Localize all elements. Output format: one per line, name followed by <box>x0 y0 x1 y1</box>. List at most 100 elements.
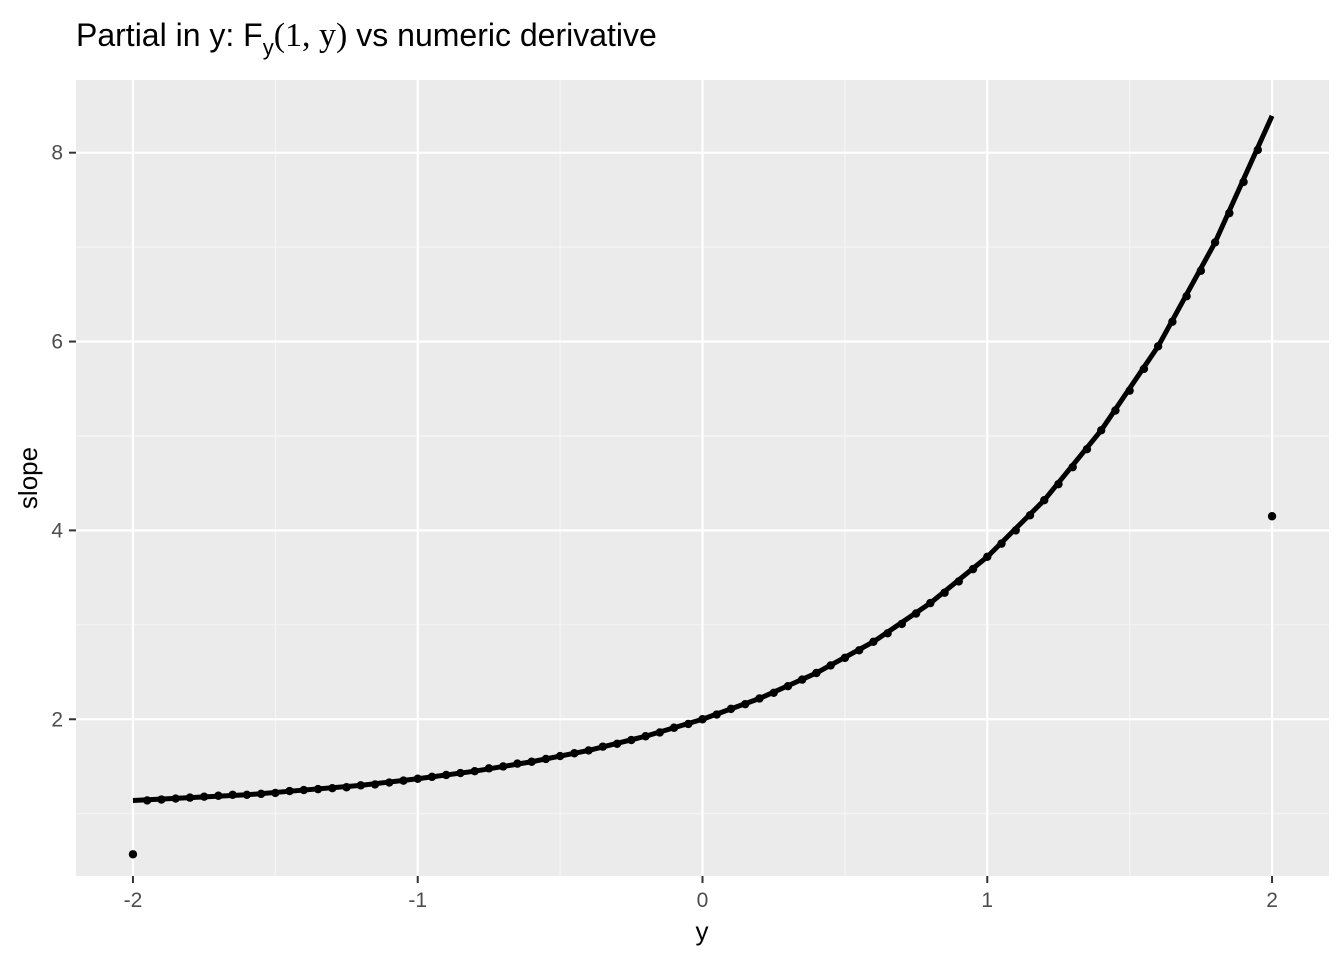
data-point-numeric <box>1225 208 1234 218</box>
data-point-numeric <box>242 790 252 799</box>
data-point-numeric <box>897 619 907 629</box>
data-point-numeric <box>171 794 180 803</box>
chart-title-suffix: vs numeric derivative <box>347 17 656 53</box>
data-point-numeric <box>983 552 992 562</box>
data-point-numeric <box>1096 426 1106 435</box>
data-point-numeric <box>342 783 351 792</box>
data-point-numeric <box>940 588 949 597</box>
data-point-numeric <box>1153 342 1163 351</box>
data-point-numeric <box>570 749 579 758</box>
data-point-numeric <box>456 768 465 778</box>
y-tick-label: 6 <box>51 331 63 354</box>
y-tick-label: 8 <box>51 142 63 165</box>
x-tick-label: 1 <box>981 889 993 912</box>
data-point-numeric <box>869 637 878 647</box>
data-point-numeric <box>769 688 778 698</box>
x-tick-label: -1 <box>408 889 427 912</box>
data-point-numeric <box>541 754 551 764</box>
data-point-numeric <box>470 766 479 776</box>
data-point-numeric <box>584 746 593 755</box>
data-point-numeric <box>527 757 536 766</box>
data-point-numeric <box>555 751 565 761</box>
series-layer <box>128 114 1277 859</box>
data-point-numeric <box>627 735 636 745</box>
data-point-numeric <box>513 759 522 768</box>
x-tick-label: 0 <box>697 889 709 912</box>
data-point-numeric <box>1011 526 1020 535</box>
y-tick-label: 4 <box>51 519 63 542</box>
data-point-numeric <box>256 789 266 799</box>
data-point-numeric <box>313 784 323 794</box>
data-point-numeric <box>427 772 437 782</box>
data-point-numeric <box>1139 364 1149 374</box>
data-point-numeric <box>498 762 508 771</box>
data-point-numeric <box>1182 292 1191 301</box>
data-point-numeric <box>328 783 337 793</box>
data-point-numeric <box>926 598 935 608</box>
data-point-numeric <box>1239 177 1248 187</box>
data-point-numeric <box>698 715 707 724</box>
data-point-numeric <box>812 668 821 678</box>
data-point-numeric <box>712 710 721 719</box>
data-point-numeric <box>826 661 835 670</box>
data-point-numeric <box>954 577 963 586</box>
x-axis: -2 -1 0 1 2 <box>124 876 1278 912</box>
x-tick-label: -2 <box>124 889 143 912</box>
data-point-numeric <box>157 795 166 804</box>
data-point-numeric <box>1082 445 1092 454</box>
data-point-numeric <box>1054 479 1063 489</box>
data-point-numeric <box>142 796 152 805</box>
data-point-numeric <box>669 723 679 732</box>
chart-title: Partial in y: Fy(1, y) vs numeric deriva… <box>76 17 657 60</box>
y-tick-label: 2 <box>51 708 63 731</box>
data-point-numeric <box>199 792 209 801</box>
data-point-numeric <box>783 682 793 691</box>
data-point-numeric <box>1111 406 1120 415</box>
data-point-numeric <box>911 609 921 618</box>
data-point-numeric <box>185 793 195 802</box>
data-point-numeric <box>968 564 978 574</box>
chart-title-args: (1, y) <box>274 17 348 54</box>
data-point-numeric <box>1168 317 1177 326</box>
x-axis-title: y <box>696 916 709 946</box>
data-point-numeric <box>1210 238 1220 247</box>
data-point-numeric <box>1025 511 1035 520</box>
data-point-numeric <box>271 788 280 798</box>
data-point-numeric <box>214 791 223 800</box>
data-point-numeric <box>399 776 408 785</box>
data-point-numeric <box>484 764 494 773</box>
data-point-numeric <box>598 742 608 751</box>
data-point-numeric <box>299 785 309 795</box>
data-point-numeric <box>840 653 850 663</box>
data-point-numeric <box>1267 512 1277 521</box>
data-point-numeric <box>228 790 237 799</box>
data-point-numeric <box>641 732 650 741</box>
data-point-numeric <box>797 675 807 684</box>
data-point-numeric <box>1068 462 1077 472</box>
y-axis-title: slope <box>13 447 43 509</box>
data-point-numeric <box>1125 386 1134 395</box>
data-point-numeric <box>1253 145 1263 155</box>
data-point-numeric <box>854 646 864 655</box>
data-point-numeric <box>883 629 892 638</box>
data-point-numeric <box>128 850 138 859</box>
data-point-numeric <box>442 770 451 780</box>
data-point-numeric <box>413 774 422 783</box>
data-point-numeric <box>612 739 622 749</box>
data-point-numeric <box>741 699 750 709</box>
x-tick-label: 2 <box>1266 889 1278 912</box>
data-point-numeric <box>684 719 693 729</box>
data-point-numeric <box>370 780 380 789</box>
data-point-numeric <box>726 704 736 714</box>
data-point-numeric <box>1196 266 1206 275</box>
chart-title-subscript: y <box>263 35 274 60</box>
y-axis: 2 4 6 8 <box>51 142 76 731</box>
data-point-numeric <box>655 728 664 737</box>
data-point-numeric <box>1040 495 1049 505</box>
data-point-numeric <box>755 694 764 703</box>
data-point-numeric <box>997 539 1006 548</box>
data-point-numeric <box>356 781 365 790</box>
data-point-numeric <box>285 786 294 796</box>
data-point-numeric <box>385 778 394 787</box>
